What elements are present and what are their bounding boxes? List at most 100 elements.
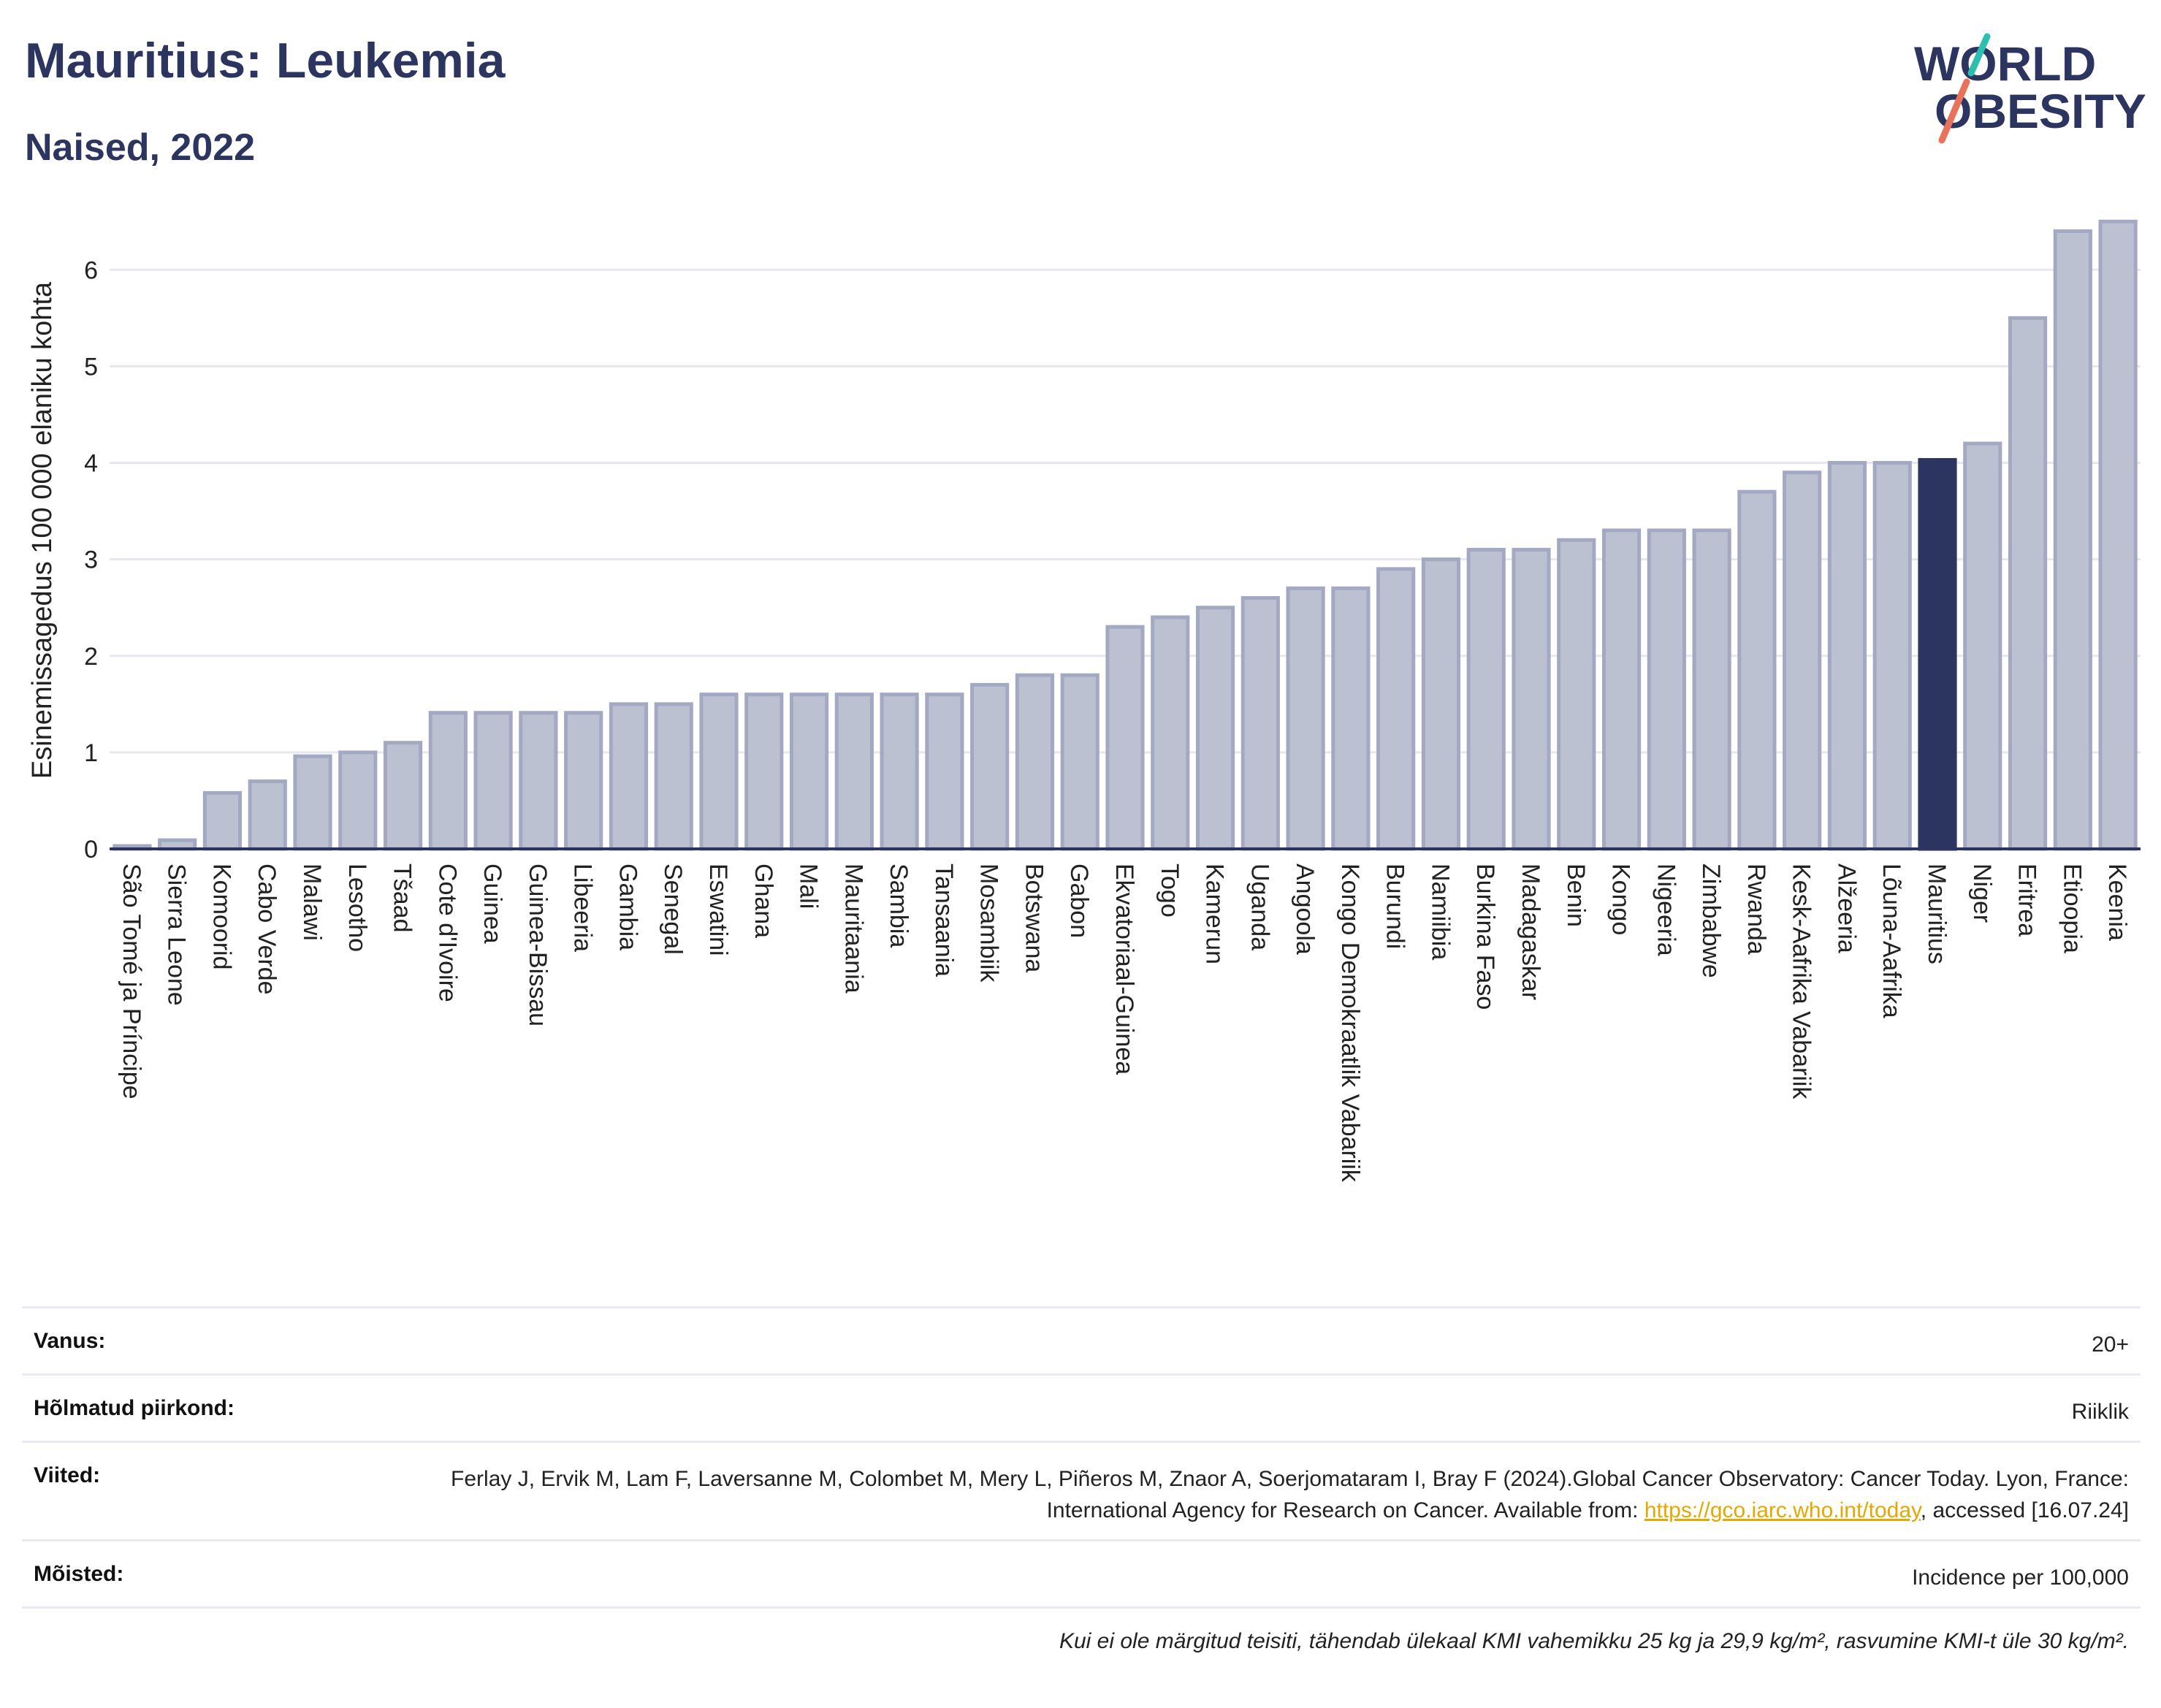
- x-tick-label: Mali: [795, 863, 823, 909]
- page-subtitle: Naised, 2022: [25, 126, 256, 169]
- meta-label-references: Viited:: [34, 1463, 101, 1487]
- x-tick-label: Etioopia: [2058, 863, 2086, 953]
- x-tick-label: Nigeeria: [1652, 863, 1680, 956]
- bar: [1195, 606, 1235, 851]
- bar: [925, 693, 964, 851]
- x-tick-label: Zimbabwe: [1697, 863, 1725, 978]
- x-tick-label: Gambia: [614, 863, 641, 950]
- x-tick-label: Gabon: [1065, 863, 1093, 938]
- x-tick-label: Lesotho: [343, 863, 371, 952]
- y-tick-label: 4: [84, 450, 98, 478]
- x-tick-label: Burundi: [1381, 863, 1409, 949]
- bar: [1015, 673, 1055, 851]
- x-tick-label: Sierra Leone: [163, 863, 191, 1006]
- y-tick-label: 3: [84, 546, 98, 574]
- bar: [1963, 441, 2002, 851]
- bar: [428, 711, 468, 851]
- reference-accessed: , accessed [16.07.24]: [1920, 1498, 2129, 1522]
- bar: [1286, 586, 1325, 851]
- bar: [1466, 547, 1506, 851]
- bar: [293, 754, 332, 851]
- bar: [1331, 586, 1371, 851]
- bar: [744, 693, 784, 851]
- meta-row-references: Viited: Ferlay J, Ervik M, Lam F, Lavers…: [22, 1441, 2141, 1539]
- y-tick-label: 1: [84, 739, 98, 767]
- x-tick-label: Namiibia: [1426, 863, 1454, 960]
- x-tick-label: Guinea: [479, 863, 506, 944]
- bar: [383, 741, 423, 851]
- bar-highlight: [1918, 458, 1957, 851]
- reference-link[interactable]: https://gco.iarc.who.int/today: [1644, 1498, 1921, 1522]
- logo-slash-top: [1967, 33, 1991, 77]
- bar: [1151, 615, 1190, 851]
- y-axis-label: Esinemissagedus 100 000 elaniku kohta: [27, 281, 58, 779]
- bar: [202, 790, 243, 851]
- x-tick-label: Togo: [1156, 863, 1184, 918]
- logo-slash-bottom: [1938, 78, 1970, 144]
- y-tick-label: 0: [84, 836, 98, 863]
- world-obesity-logo: WORLD OBESITY: [1914, 33, 2146, 144]
- bar: [1827, 461, 1867, 851]
- x-tick-label: Mosambiik: [975, 863, 1003, 983]
- bar: [473, 711, 513, 851]
- footnote: Kui ei ole märgitud teisiti, tähendab ül…: [1059, 1629, 2129, 1653]
- bar: [1105, 625, 1145, 851]
- bar: [1737, 489, 1777, 851]
- x-tick-label: Eritrea: [2013, 863, 2041, 937]
- bar: [654, 702, 693, 851]
- bar: [880, 693, 919, 851]
- meta-row-region: Hõlmatud piirkond: Riiklik: [22, 1373, 2141, 1441]
- reference-text: Ferlay J, Ervik M, Lam F, Laversanne M, …: [451, 1467, 2129, 1522]
- x-tick-label: Angoola: [1291, 863, 1319, 955]
- bar: [699, 693, 739, 851]
- y-tick-label: 5: [84, 353, 98, 381]
- x-tick-label: Tansaania: [930, 863, 958, 977]
- x-tick-label: São Tomé ja Príncipe: [118, 863, 145, 1099]
- x-tick-label: Rwanda: [1742, 863, 1770, 955]
- x-tick-label: Lõuna-Aafrika: [1878, 863, 1905, 1018]
- x-tick-label: Benin: [1562, 863, 1590, 927]
- bar-chart: 0 1 2 3 4 5 6 Esinemissagedus 100 000 elaniku k…: [27, 219, 2141, 1183]
- x-tick-label: Senegal: [659, 863, 687, 955]
- x-tick-label: Sambia: [885, 863, 912, 948]
- x-tick-label: Mauritius: [1923, 863, 1951, 964]
- bar: [609, 702, 649, 851]
- meta-label-definitions: Mõisted:: [34, 1562, 124, 1586]
- x-tick-label: Ghana: [750, 863, 777, 938]
- bar: [1783, 470, 1822, 851]
- bar: [2053, 229, 2092, 851]
- x-tick-label: Alžeeria: [1832, 863, 1860, 953]
- metadata-table: Vanus: 20+ Hõlmatud piirkond: Riiklik Vi…: [22, 1306, 2141, 1669]
- logo-line-world: WORLD: [1914, 37, 2096, 91]
- logo-line-obesity: OBESITY: [1935, 84, 2146, 138]
- x-tick-label: Cabo Verde: [253, 863, 281, 995]
- x-tick-label: Ekvatoriaal-Guinea: [1110, 863, 1138, 1075]
- bar: [970, 682, 1010, 851]
- x-tick-label: Tšaad: [389, 863, 416, 933]
- bar: [789, 693, 829, 851]
- meta-value-region: Riiklik: [2071, 1400, 2129, 1424]
- x-tick-label: Libeeria: [569, 863, 597, 952]
- x-tick-label: Kongo: [1607, 863, 1635, 935]
- x-tick-label: Mauritaania: [839, 863, 867, 994]
- x-tick-label: Kongo Demokraatlik Vabariik: [1336, 863, 1364, 1183]
- bar: [248, 779, 287, 851]
- x-tick-label: Burkina Faso: [1471, 863, 1499, 1010]
- x-tick-label: Kamerun: [1201, 863, 1229, 964]
- x-tick-label: Malawi: [298, 863, 326, 941]
- x-tick-label: Uganda: [1246, 863, 1273, 950]
- bar: [1060, 673, 1099, 851]
- bar: [519, 711, 558, 851]
- x-tick-label: Botswana: [1020, 863, 1048, 972]
- x-tick-label: Komoorid: [207, 863, 235, 970]
- bar: [1376, 567, 1416, 851]
- meta-row-definitions: Mõisted: Incidence per 100,000: [22, 1539, 2141, 1609]
- meta-label-region: Hõlmatud piirkond:: [34, 1396, 235, 1420]
- bar: [1692, 528, 1731, 851]
- bar: [834, 693, 874, 851]
- bar: [1872, 461, 1912, 851]
- bar: [1240, 595, 1280, 851]
- meta-value-age: 20+: [2092, 1333, 2129, 1357]
- bar: [1601, 528, 1642, 851]
- x-tick-label: Eswatini: [704, 863, 732, 956]
